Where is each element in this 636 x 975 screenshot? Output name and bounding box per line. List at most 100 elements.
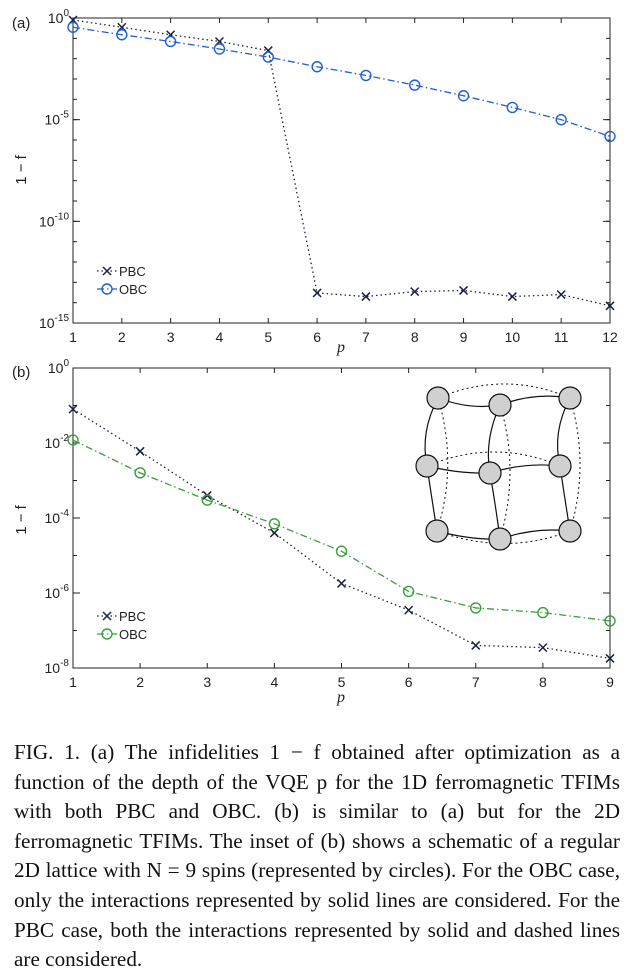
data-point-obc [555, 113, 567, 126]
plot-frame [72, 367, 611, 669]
x-axis-label: p [336, 689, 345, 706]
data-point-obc [67, 21, 79, 33]
spin-circle [425, 519, 449, 543]
x-tick-label: 8 [411, 329, 419, 345]
y-tick-label: 10-5 [45, 110, 70, 128]
data-point-pbc [471, 640, 481, 650]
y-axis-label: 1 − f [13, 154, 30, 184]
legend-label: PBC [119, 264, 146, 279]
data-point-obc [311, 61, 323, 73]
panel-label: (a) [12, 15, 30, 32]
series-line-pbc [72, 408, 611, 660]
y-tick-label: 10-2 [45, 433, 70, 451]
dashed-bond [437, 383, 571, 399]
x-tick-label: 10 [505, 329, 521, 345]
data-point-pbc [361, 292, 371, 302]
spin-circle [426, 386, 450, 410]
panel-b: (b) p 1 − f 1 2 3 4 5 6 7 8 9 100 10-2 10-4 10-6 10-… [12, 358, 616, 706]
data-point-obc [409, 79, 421, 91]
panel-a: (a) p 1 − f 1 2 3 4 5 6 7 8 9 10 11 12 10010-510-10… [12, 8, 618, 356]
series-lines [72, 408, 611, 660]
y-tick-label: 10-15 [39, 313, 69, 331]
data-point-pbc [556, 290, 566, 300]
y-tick-label: 10-6 [45, 583, 70, 601]
caption-text: FIG. 1. (a) The infidelities 1 − f obtai… [14, 740, 620, 972]
dashed-bond [426, 451, 561, 467]
data-point-obc [457, 90, 470, 102]
series-markers [67, 404, 616, 663]
dashed-bond [499, 404, 511, 540]
y-tick-label: 10-4 [45, 508, 70, 526]
x-tick-label: 7 [472, 674, 480, 690]
x-tick-label: 6 [405, 674, 413, 690]
spin-circle [478, 461, 502, 485]
x-tick-label: 4 [216, 329, 224, 345]
x-tick-label: 7 [362, 329, 370, 345]
x-tick-label: 9 [606, 674, 614, 690]
data-point-obc [537, 606, 549, 619]
series-lines [72, 19, 611, 307]
x-tick-label: 1 [69, 329, 77, 345]
spin-circle [548, 454, 572, 478]
x-tick-label: 3 [203, 674, 211, 690]
data-point-obc [268, 518, 281, 530]
x-tick-label: 8 [539, 674, 547, 690]
figure: (a) p 1 − f 1 2 3 4 5 6 7 8 9 10 11 12 10010-510-10… [12, 8, 618, 706]
spin-circle [558, 386, 582, 410]
data-point-pbc [538, 643, 548, 653]
x-tick-label: 3 [167, 329, 175, 345]
plot-frame [72, 17, 611, 324]
figure-caption: FIG. 1. (a) The infidelities 1 − f obtai… [14, 738, 620, 975]
data-point-pbc [312, 288, 322, 298]
data-point-obc [116, 29, 128, 41]
legend-label: OBC [119, 627, 147, 642]
data-point-obc [402, 585, 415, 598]
data-point-pbc [336, 578, 347, 588]
data-point-pbc [605, 301, 615, 311]
data-point-obc [67, 434, 79, 446]
series-markers [67, 15, 616, 311]
spin-circle [415, 454, 439, 478]
lattice-inset [415, 383, 582, 551]
legend: PBC OBC [97, 609, 147, 642]
data-point-pbc [410, 287, 420, 297]
legend-label: OBC [119, 282, 147, 297]
x-tick-label: 6 [313, 329, 321, 345]
spin-circle [488, 527, 512, 551]
series-line-obc [72, 26, 611, 138]
x-ticks: 1 2 3 4 5 6 7 8 9 10 11 12 [69, 18, 618, 345]
legend-label: PBC [119, 609, 146, 624]
data-point-pbc [269, 528, 279, 538]
y-tick-label: 100 [48, 8, 70, 26]
series-line-pbc [72, 19, 611, 307]
data-point-pbc [68, 404, 78, 414]
data-point-obc [604, 130, 616, 143]
data-point-obc [213, 43, 226, 55]
data-point-obc [335, 545, 348, 557]
spin-circle [488, 393, 512, 417]
y-ticks: 100 10-2 10-4 10-6 10-8 [45, 358, 610, 676]
y-ticks: 100 10-5 10-10 10-15 [39, 8, 610, 331]
x-ticks: 1 2 3 4 5 6 7 8 9 [69, 368, 614, 690]
data-point-pbc [459, 285, 469, 295]
y-tick-label: 10-8 [45, 658, 70, 676]
x-tick-label: 12 [602, 329, 618, 345]
x-tick-label: 2 [136, 674, 144, 690]
legend-marker [102, 611, 112, 621]
legend-marker [102, 266, 112, 276]
x-tick-label: 9 [460, 329, 468, 345]
data-point-pbc [507, 292, 517, 302]
data-point-obc [262, 51, 274, 63]
y-tick-label: 10-10 [39, 211, 69, 229]
data-point-obc [201, 494, 213, 506]
data-point-obc [470, 602, 482, 614]
x-tick-label: 5 [264, 329, 272, 345]
dashed-bond [436, 397, 449, 532]
x-tick-label: 1 [69, 674, 77, 690]
y-axis-label: 1 − f [13, 504, 30, 534]
x-tick-label: 11 [554, 329, 569, 345]
dashed-bond [436, 530, 571, 544]
data-point-pbc [135, 446, 145, 456]
legend: PBC OBC [97, 264, 147, 297]
y-tick-label: 100 [48, 358, 70, 376]
